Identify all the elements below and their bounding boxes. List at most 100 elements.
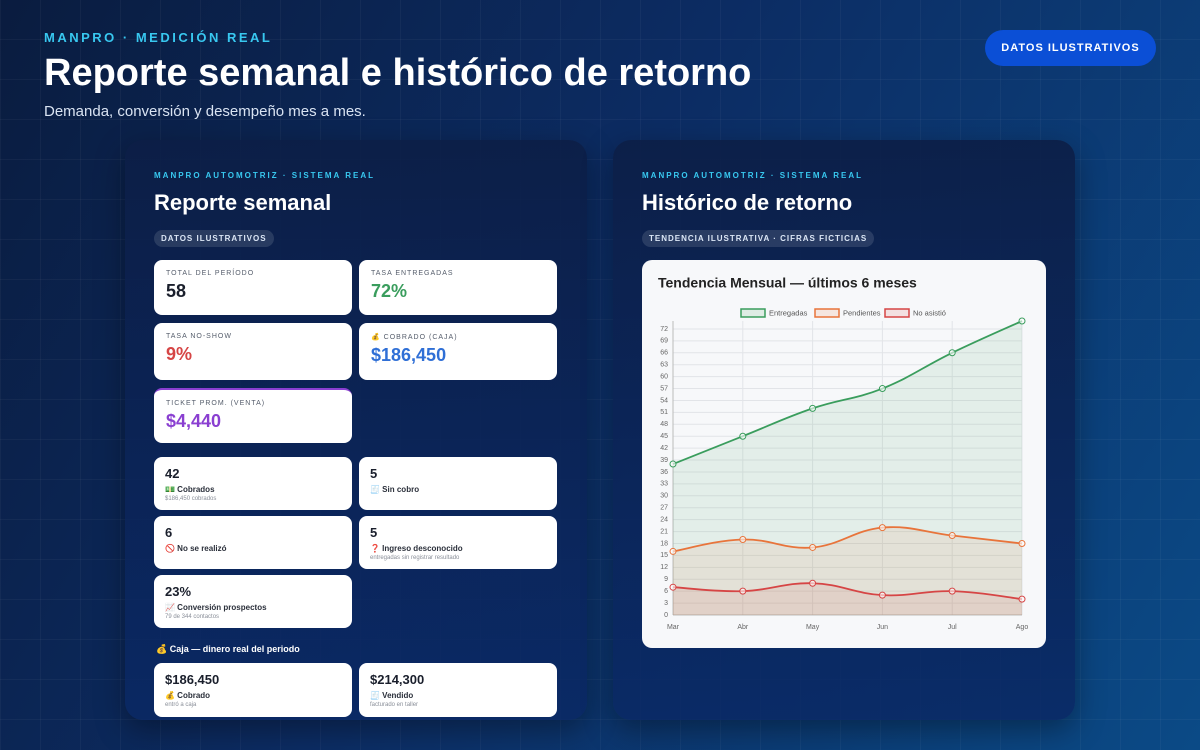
kpi-value: $4,440 bbox=[166, 411, 222, 431]
subtitle: Demanda, conversión y desempeño mes a me… bbox=[44, 103, 366, 120]
point bbox=[878, 524, 886, 532]
stat-label: 🚫 No se realizó bbox=[165, 544, 227, 553]
y-tick-label: 6 bbox=[664, 588, 668, 595]
kpi-label: TOTAL DEL PERÍODO bbox=[166, 270, 255, 277]
legend-swatch bbox=[884, 308, 910, 318]
stat-label: 🧾 Vendido bbox=[370, 691, 414, 700]
stat-value: 5 bbox=[370, 466, 378, 481]
stat-value: 5 bbox=[370, 525, 378, 540]
legend-label: Pendientes bbox=[843, 308, 881, 317]
y-tick-label: 21 bbox=[660, 528, 668, 535]
eyebrow: MANPRO AUTOMOTRIZ · SISTEMA REAL bbox=[154, 171, 376, 180]
kpi-card: 💰 COBRADO (CAJA) $186,450 bbox=[359, 323, 557, 380]
point bbox=[809, 404, 817, 412]
panel-title: Histórico de retorno bbox=[642, 190, 853, 215]
y-tick-label: 51 bbox=[660, 409, 668, 416]
page-title: Reporte semanal e histórico de retorno bbox=[44, 52, 752, 94]
stat-label: 💵 Cobrados bbox=[165, 485, 215, 494]
chip: DATOS ILUSTRATIVOS bbox=[154, 230, 274, 247]
y-tick-label: 39 bbox=[660, 457, 668, 464]
stat-note: facturado en taller bbox=[370, 702, 419, 708]
stat-card: 5 🧾 Sin cobro bbox=[359, 457, 557, 510]
stat-note: entregadas sin registrar resultado bbox=[370, 555, 460, 561]
line bbox=[672, 526, 1023, 553]
y-tick-label: 15 bbox=[660, 552, 668, 559]
point bbox=[948, 349, 956, 357]
point bbox=[739, 432, 747, 440]
kpi-value: 9% bbox=[166, 344, 193, 364]
y-tick-label: 54 bbox=[660, 397, 668, 404]
point bbox=[739, 587, 747, 595]
y-tick-label: 3 bbox=[664, 600, 668, 607]
y-tick-label: 45 bbox=[660, 433, 668, 440]
area bbox=[673, 583, 1022, 615]
y-tick-label: 57 bbox=[660, 385, 668, 392]
y-tick-label: 48 bbox=[660, 421, 668, 428]
kpi-label: TASA NO-SHOW bbox=[166, 333, 232, 340]
kpi-label: TICKET PROM. (VENTA) bbox=[166, 400, 266, 407]
eyebrow: MANPRO AUTOMOTRIZ · SISTEMA REAL bbox=[642, 171, 864, 180]
line bbox=[672, 320, 1023, 465]
y-tick-label: 12 bbox=[660, 564, 668, 571]
y-tick-label: 27 bbox=[660, 505, 668, 512]
x-tick-label: Abr bbox=[737, 624, 749, 631]
x-tick-label: Ago bbox=[1016, 624, 1029, 631]
stat-value: 23% bbox=[165, 584, 192, 599]
point bbox=[809, 579, 817, 587]
stat-card: 6 🚫 No se realizó bbox=[154, 516, 352, 569]
point bbox=[1018, 317, 1026, 325]
legend-label: Entregadas bbox=[769, 308, 808, 317]
x-tick-label: Jun bbox=[877, 624, 888, 631]
y-tick-label: 72 bbox=[660, 326, 668, 333]
kpi-value: 72% bbox=[371, 281, 408, 301]
legend-swatch bbox=[740, 308, 766, 318]
y-tick-label: 24 bbox=[660, 516, 668, 523]
y-tick-label: 69 bbox=[660, 338, 668, 345]
y-tick-label: 66 bbox=[660, 350, 668, 357]
point bbox=[878, 591, 886, 599]
x-tick-label: May bbox=[806, 624, 820, 631]
kpi-card: TASA NO-SHOW 9% bbox=[154, 323, 352, 380]
y-tick-label: 63 bbox=[660, 362, 668, 369]
point bbox=[948, 532, 956, 540]
x-tick-label: Jul bbox=[948, 624, 957, 631]
stat-card: $214,300 🧾 Vendido facturado en taller bbox=[359, 663, 557, 717]
chart: Tendencia Mensual — últimos 6 meses 0369… bbox=[658, 275, 1029, 631]
section-title: 💰 Caja — dinero real del periodo bbox=[156, 644, 300, 654]
badge: DATOS ILUSTRATIVOS bbox=[985, 30, 1156, 66]
stat-card: 5 ❓ Ingreso desconocido entregadas sin reg… bbox=[359, 516, 557, 569]
stat-value: $214,300 bbox=[370, 672, 425, 687]
stat-label: 💰 Cobrado bbox=[165, 691, 211, 700]
kpi-card: TOTAL DEL PERÍODO 58 bbox=[154, 260, 352, 315]
chart-title: Tendencia Mensual — últimos 6 meses bbox=[658, 275, 917, 291]
y-tick-label: 18 bbox=[660, 540, 668, 547]
line bbox=[672, 582, 1023, 601]
legend-label: No asistió bbox=[913, 308, 946, 317]
x-tick-label: Mar bbox=[667, 624, 680, 631]
point bbox=[809, 543, 817, 551]
kpi-value: 58 bbox=[166, 281, 187, 301]
point bbox=[948, 587, 956, 595]
stat-value: 42 bbox=[165, 466, 180, 481]
y-tick-label: 60 bbox=[660, 373, 668, 380]
y-tick-label: 0 bbox=[664, 612, 668, 619]
stat-label: 🧾 Sin cobro bbox=[370, 485, 420, 494]
y-tick-label: 36 bbox=[660, 469, 668, 476]
point bbox=[669, 460, 677, 468]
point bbox=[1018, 595, 1026, 603]
stat-label: ❓ Ingreso desconocido bbox=[370, 544, 463, 553]
y-tick-label: 9 bbox=[664, 576, 668, 583]
point bbox=[669, 547, 677, 555]
kpi-label: 💰 COBRADO (CAJA) bbox=[371, 334, 458, 341]
kpi-card: TASA ENTREGADAS 72% bbox=[359, 260, 557, 315]
point bbox=[669, 583, 677, 591]
stat-label: 📈 Conversión prospectos bbox=[165, 603, 267, 612]
eyebrow: MANPRO · MEDICIÓN REAL bbox=[44, 30, 273, 45]
chip: TENDENCIA ILUSTRATIVA · CIFRAS FICTICIAS bbox=[642, 230, 875, 247]
kpi-value: $186,450 bbox=[371, 345, 447, 365]
point bbox=[1018, 539, 1026, 547]
stat-value: 6 bbox=[165, 525, 173, 540]
stat-card: 23% 📈 Conversión prospectos 79 de 344 cont… bbox=[154, 575, 352, 628]
